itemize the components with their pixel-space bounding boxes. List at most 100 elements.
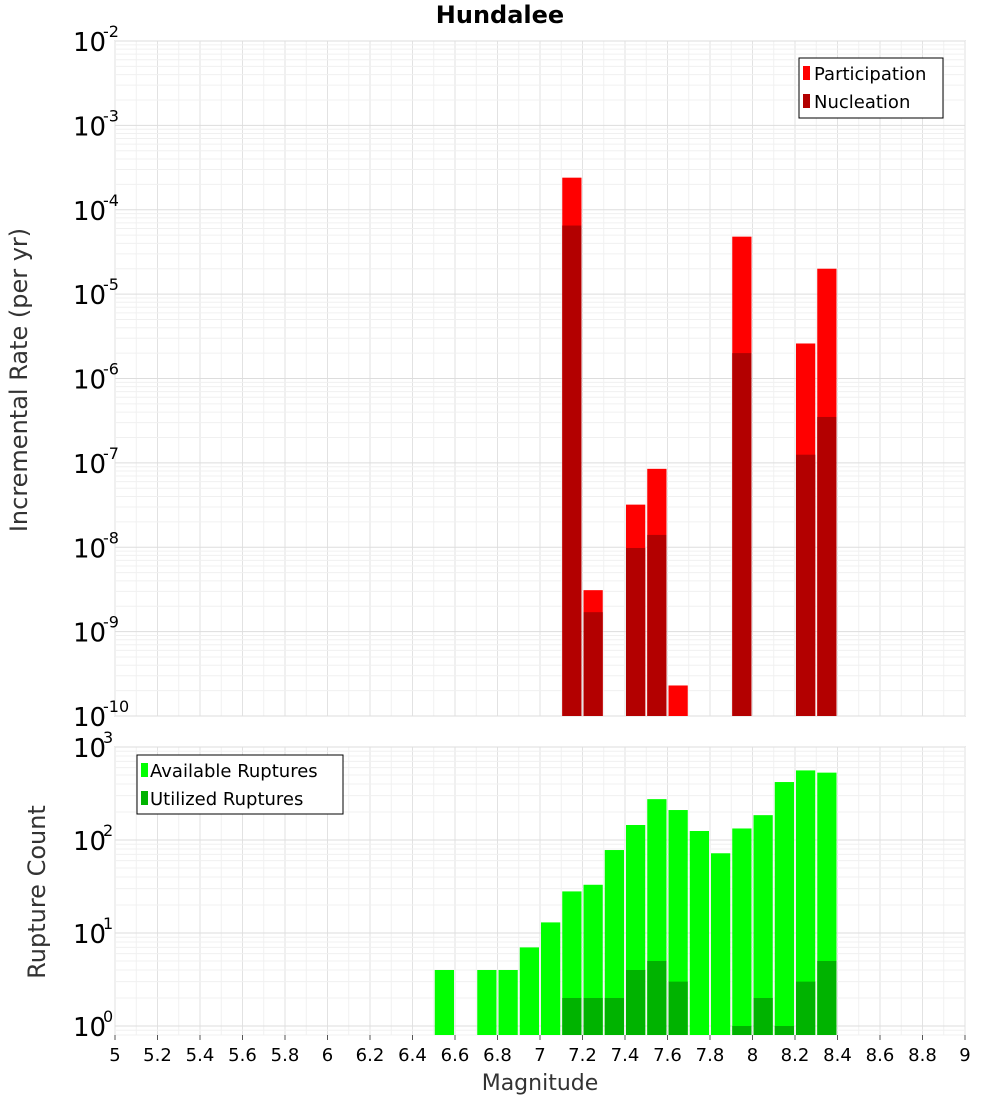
bar-nucleation bbox=[817, 416, 837, 716]
y-tick-label: 10 bbox=[73, 619, 106, 649]
bar-available-ruptures bbox=[689, 830, 709, 1035]
y-tick-label: 10 bbox=[73, 197, 106, 227]
chart-title: Hundalee bbox=[436, 1, 564, 29]
y-tick-label: 10 bbox=[73, 281, 106, 311]
y-tick-label: 10 bbox=[73, 366, 106, 396]
y-tick-exponent: -3 bbox=[103, 106, 119, 125]
bar-utilized-ruptures bbox=[647, 960, 667, 1035]
y-tick-label: 10 bbox=[73, 112, 106, 142]
bar-nucleation bbox=[732, 353, 752, 716]
y-tick-exponent: -5 bbox=[103, 275, 119, 294]
bottom-y-axis-label: Rupture Count bbox=[23, 805, 51, 979]
bar-utilized-ruptures bbox=[774, 1025, 794, 1035]
bar-available-ruptures bbox=[541, 922, 561, 1035]
bar-participation bbox=[668, 685, 688, 716]
legend-label-participation: Participation bbox=[814, 64, 926, 85]
x-tick-label: 5.4 bbox=[186, 1045, 215, 1066]
y-tick-label: 10 bbox=[73, 1013, 106, 1043]
x-tick-label: 6.8 bbox=[483, 1045, 512, 1066]
y-tick-label: 10 bbox=[73, 827, 106, 857]
x-tick-label: 7.6 bbox=[653, 1045, 682, 1066]
x-tick-label: 6.4 bbox=[398, 1045, 427, 1066]
bar-nucleation bbox=[562, 225, 582, 716]
x-tick-label: 8.4 bbox=[823, 1045, 852, 1066]
legend-swatch-nucleation bbox=[803, 94, 810, 108]
x-tick-label: 7.4 bbox=[611, 1045, 640, 1066]
bar-utilized-ruptures bbox=[817, 960, 837, 1035]
y-tick-label: 10 bbox=[73, 28, 106, 58]
x-tick-label: 8.6 bbox=[866, 1045, 895, 1066]
x-tick-label: 5 bbox=[109, 1045, 120, 1066]
bar-available-ruptures bbox=[583, 884, 603, 1035]
bar-available-ruptures bbox=[732, 828, 752, 1035]
bar-utilized-ruptures bbox=[604, 997, 624, 1035]
bar-available-ruptures bbox=[498, 969, 518, 1035]
y-tick-exponent: 0 bbox=[103, 1007, 113, 1026]
bar-available-ruptures bbox=[753, 815, 773, 1035]
bar-available-ruptures bbox=[519, 947, 539, 1035]
x-axis-label: Magnitude bbox=[482, 1071, 599, 1096]
bar-available-ruptures bbox=[604, 850, 624, 1035]
bar-available-ruptures bbox=[668, 810, 688, 1035]
legend-label-utilized-ruptures: Utilized Ruptures bbox=[150, 789, 303, 810]
y-tick-exponent: -8 bbox=[103, 528, 119, 547]
y-tick-exponent: 1 bbox=[103, 914, 113, 933]
y-tick-exponent: 2 bbox=[103, 821, 113, 840]
top-bars bbox=[562, 177, 837, 716]
y-tick-exponent: -9 bbox=[103, 613, 119, 632]
top-legend-box bbox=[798, 57, 944, 119]
bar-utilized-ruptures bbox=[796, 981, 816, 1035]
x-tick-label: 6.6 bbox=[441, 1045, 470, 1066]
bar-available-ruptures bbox=[711, 853, 731, 1035]
y-tick-exponent: 3 bbox=[103, 728, 113, 747]
legend-label-nucleation: Nucleation bbox=[814, 92, 910, 113]
y-tick-exponent: -4 bbox=[103, 191, 119, 210]
legend-swatch-available-ruptures bbox=[141, 763, 148, 777]
x-tick-label: 6 bbox=[322, 1045, 333, 1066]
x-tick-label: 7 bbox=[534, 1045, 545, 1066]
x-axis-ticks: 5 5.2 5.4 5.6 5.8 6 6.2 6.4 6.6 6.8 7 7.2 7.4 7.6 7.8 8… bbox=[109, 1035, 971, 1066]
x-tick-label: 5.6 bbox=[228, 1045, 257, 1066]
bar-nucleation bbox=[583, 612, 603, 716]
x-tick-label: 8 bbox=[747, 1045, 758, 1066]
top-legend: Participation Nucleation bbox=[798, 57, 944, 119]
bar-available-ruptures bbox=[477, 969, 497, 1035]
x-tick-label: 7.8 bbox=[696, 1045, 725, 1066]
bottom-bars bbox=[434, 770, 837, 1035]
x-tick-label: 5.2 bbox=[143, 1045, 172, 1066]
y-tick-label: 10 bbox=[73, 734, 106, 764]
x-tick-label: 8.8 bbox=[908, 1045, 937, 1066]
bar-available-ruptures bbox=[796, 770, 816, 1035]
top-y-axis-label: Incremental Rate (per yr) bbox=[5, 228, 33, 532]
legend-swatch-participation bbox=[803, 66, 810, 80]
legend-label-available-ruptures: Available Ruptures bbox=[150, 761, 318, 782]
bar-utilized-ruptures bbox=[562, 997, 582, 1035]
bottom-legend: Available Ruptures Utilized Ruptures bbox=[136, 754, 344, 815]
bar-nucleation bbox=[647, 534, 667, 716]
y-tick-exponent: -2 bbox=[103, 22, 119, 41]
bar-utilized-ruptures bbox=[668, 981, 688, 1035]
x-tick-label: 5.8 bbox=[271, 1045, 300, 1066]
x-tick-label: 7.2 bbox=[568, 1045, 597, 1066]
top-gridlines bbox=[114, 40, 966, 717]
bar-utilized-ruptures bbox=[753, 997, 773, 1035]
bar-available-ruptures bbox=[774, 782, 794, 1035]
y-tick-exponent: -7 bbox=[103, 444, 119, 463]
bar-utilized-ruptures bbox=[626, 969, 646, 1035]
y-tick-exponent: -6 bbox=[103, 360, 119, 379]
bar-nucleation bbox=[796, 454, 816, 716]
bar-nucleation bbox=[626, 547, 646, 716]
y-tick-label: 10 bbox=[73, 534, 106, 564]
y-tick-exponent: -10 bbox=[103, 697, 129, 716]
legend-swatch-utilized-ruptures bbox=[141, 791, 148, 805]
x-tick-label: 6.2 bbox=[356, 1045, 385, 1066]
y-tick-label: 10 bbox=[73, 703, 106, 733]
bar-utilized-ruptures bbox=[583, 997, 603, 1035]
x-tick-label: 8.2 bbox=[781, 1045, 810, 1066]
y-tick-label: 10 bbox=[73, 920, 106, 950]
bar-utilized-ruptures bbox=[732, 1025, 752, 1035]
bottom-legend-box bbox=[136, 754, 344, 815]
